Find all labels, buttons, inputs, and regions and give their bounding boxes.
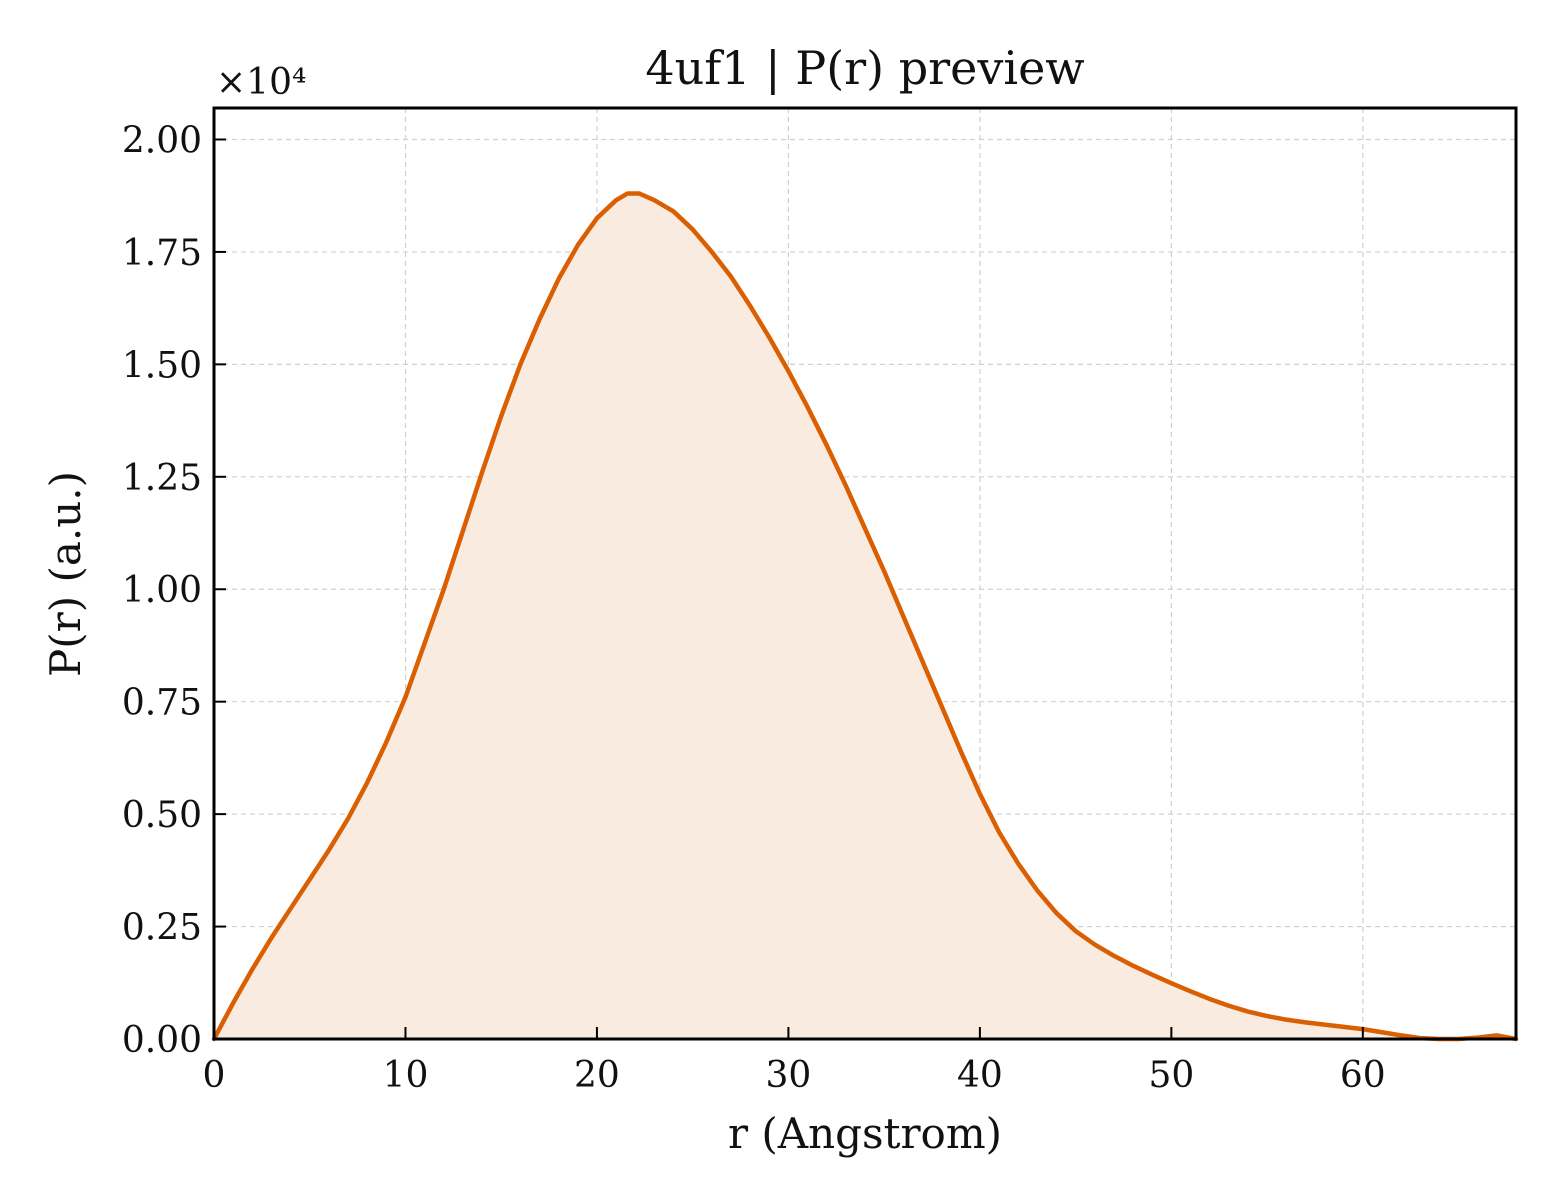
y-tick-label: 1.50 (122, 345, 202, 386)
x-axis-title: r (Angstrom) (728, 1109, 1002, 1158)
plot-frame (212, 106, 1518, 1041)
y-tick-label: 0.75 (122, 683, 202, 724)
y-tick-label: 1.00 (122, 570, 202, 611)
x-tick-label: 30 (766, 1055, 812, 1096)
y-tick-label: 0.25 (122, 908, 202, 949)
x-tick-label: 40 (957, 1055, 1003, 1096)
y-tick-label: 0.50 (122, 795, 202, 836)
x-tick-label: 0 (203, 1055, 226, 1096)
chart-title: 4uf1 | P(r) preview (645, 41, 1084, 95)
y-tick-label: 1.75 (122, 233, 202, 274)
x-tick-label: 10 (383, 1055, 429, 1096)
ticks-layer: 0 10 20 30 40 50 60 0.00 0.25 0.50 0.75 1.00 1.25 1.5… (122, 120, 1386, 1096)
y-tick-label: 2.00 (122, 120, 202, 161)
y-axis-title: P(r) (a.u.) (41, 471, 90, 677)
series-layer (211, 191, 1519, 1042)
series-line (211, 191, 1519, 1042)
y-offset-label: ×10⁴ (216, 62, 306, 103)
y-tick-label: 1.25 (122, 458, 202, 499)
series-area-fill (214, 193, 1516, 1039)
x-tick-label: 60 (1340, 1055, 1386, 1096)
y-tick-label: 0.00 (122, 1020, 202, 1061)
x-tick-label: 20 (574, 1055, 620, 1096)
x-tick-label: 50 (1148, 1055, 1194, 1096)
